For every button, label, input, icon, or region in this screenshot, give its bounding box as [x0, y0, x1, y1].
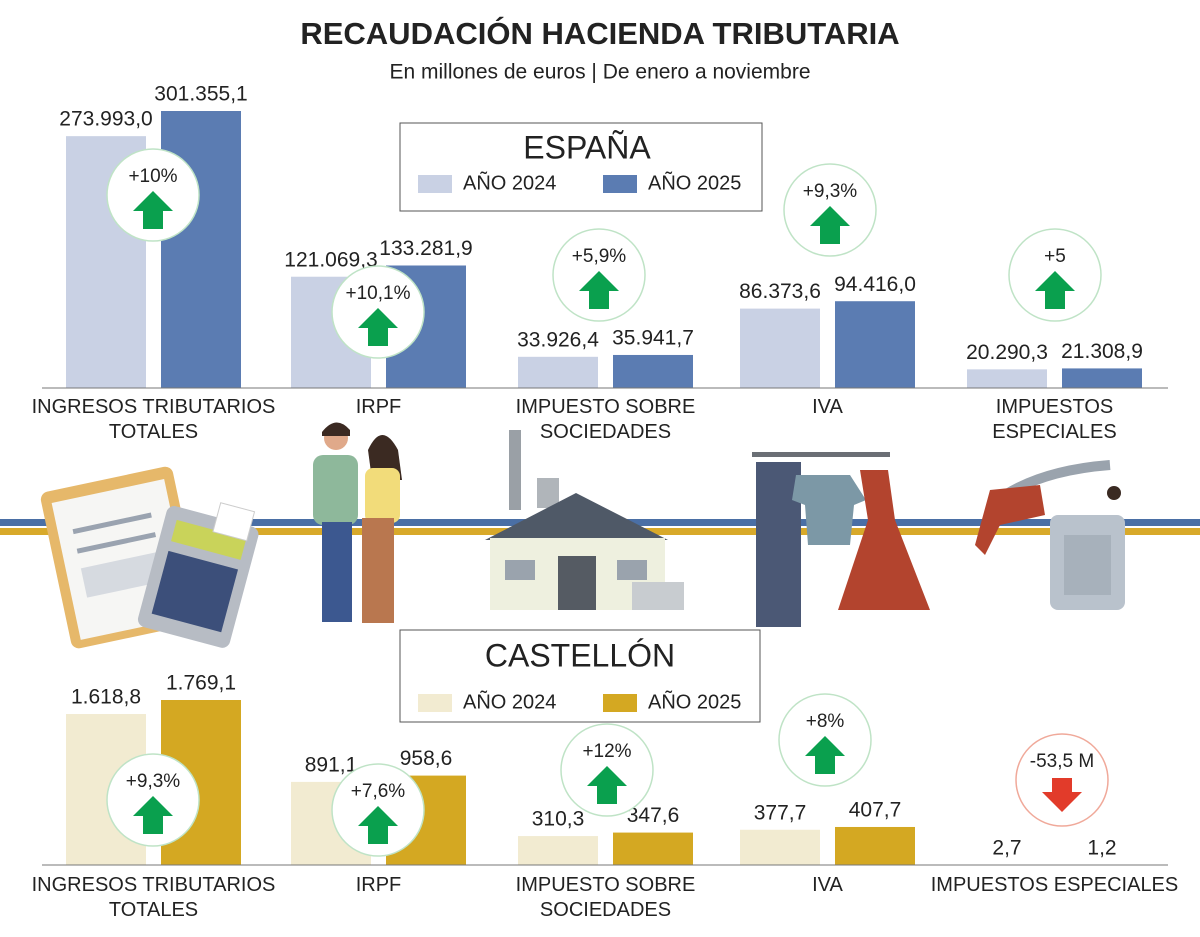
illustration-clipboard — [40, 466, 259, 649]
legend-title: ESPAÑA — [523, 129, 651, 165]
legend-swatch — [603, 175, 637, 193]
value-label: 20.290,3 — [966, 341, 1048, 364]
illustration-couple — [313, 422, 402, 623]
value-label: 2,7 — [992, 836, 1021, 859]
subtitle: En millones de euros | De enero a noviem… — [389, 61, 810, 84]
legend-label: AÑO 2024 — [463, 170, 556, 194]
legend-box — [399, 629, 761, 723]
change-label: -53,5 M — [1030, 751, 1094, 772]
change-arrow — [810, 206, 850, 244]
bar — [740, 308, 820, 388]
category-label: IMPUESTOS ESPECIALES — [992, 396, 1117, 443]
value-label: 1.769,1 — [166, 672, 236, 695]
change-arrow — [1035, 271, 1075, 309]
legend-title: CASTELLÓN — [485, 637, 675, 673]
category-line: IVA — [812, 874, 843, 896]
category-line: IMPUESTOS ESPECIALES — [931, 874, 1179, 896]
category-label: INGRESOS TRIBUTARIOS TOTALES — [32, 396, 276, 443]
category-line: SOCIEDADES — [540, 899, 671, 921]
bar — [161, 111, 241, 388]
legend-swatch — [418, 175, 452, 193]
category-line: TOTALES — [109, 899, 198, 921]
value-label: 1.618,8 — [71, 686, 141, 709]
change-label: +9,3% — [126, 771, 181, 792]
category-label: IVA — [812, 874, 843, 896]
value-label: 347,6 — [627, 804, 680, 827]
change-label: +7,6% — [351, 781, 406, 802]
category-line: IMPUESTOS — [996, 396, 1113, 418]
category-line: IVA — [812, 396, 843, 418]
value-label: 33.926,4 — [517, 328, 599, 351]
category-label: IMPUESTO SOBRE SOCIEDADES — [516, 874, 696, 921]
value-label: 121.069,3 — [284, 248, 377, 271]
change-label: +5,9% — [572, 246, 627, 267]
change-arrow — [579, 271, 619, 309]
illustration-factory — [485, 430, 684, 610]
value-label: 407,7 — [849, 799, 902, 822]
category-label: IMPUESTOS ESPECIALES — [931, 874, 1179, 896]
value-label: 891,1 — [305, 753, 358, 776]
change-label: +5 — [1044, 246, 1066, 267]
bar — [613, 354, 693, 388]
change-arrow — [587, 766, 627, 804]
value-label: 273.993,0 — [59, 108, 152, 131]
category-line: SOCIEDADES — [540, 421, 671, 443]
change-arrow — [358, 806, 398, 844]
category-line: IRPF — [356, 874, 402, 896]
legend-label: AÑO 2025 — [648, 170, 741, 194]
change-arrow — [358, 308, 398, 346]
category-label: IRPF — [356, 874, 402, 896]
legend-box — [399, 122, 763, 212]
change-arrow — [1042, 778, 1082, 812]
bar — [518, 836, 598, 865]
bar — [835, 301, 915, 388]
legend-swatch — [418, 694, 452, 712]
value-label: 1,2 — [1087, 836, 1116, 859]
change-arrow — [805, 736, 845, 774]
value-label: 310,3 — [532, 808, 585, 831]
change-label: +8% — [806, 711, 845, 732]
category-line: IMPUESTO SOBRE — [516, 874, 696, 896]
illustration-fuel — [975, 460, 1125, 610]
change-label: +12% — [582, 741, 631, 762]
category-line: IRPF — [356, 396, 402, 418]
category-label: INGRESOS TRIBUTARIOS TOTALES — [32, 874, 276, 921]
value-label: 86.373,6 — [739, 280, 821, 303]
category-label: IMPUESTO SOBRE SOCIEDADES — [516, 396, 696, 443]
value-label: 133.281,9 — [379, 237, 472, 260]
bar — [613, 832, 693, 865]
bar — [967, 369, 1047, 388]
legend-swatch — [603, 694, 637, 712]
change-label: +10,1% — [346, 283, 411, 304]
bar — [740, 829, 820, 865]
change-label: +10% — [128, 166, 177, 187]
bar — [518, 356, 598, 388]
legend-label: AÑO 2025 — [648, 689, 741, 713]
value-label: 377,7 — [754, 801, 807, 824]
category-label: IVA — [812, 396, 843, 418]
change-arrow — [133, 796, 173, 834]
legend-label: AÑO 2024 — [463, 689, 556, 713]
value-label: 35.941,7 — [612, 327, 694, 350]
value-label: 21.308,9 — [1061, 340, 1143, 363]
value-label: 94.416,0 — [834, 273, 916, 296]
change-arrow — [133, 191, 173, 229]
value-label: 958,6 — [400, 747, 453, 770]
bar — [1062, 368, 1142, 388]
category-line: INGRESOS TRIBUTARIOS — [32, 396, 276, 418]
category-line: INGRESOS TRIBUTARIOS — [32, 874, 276, 896]
bar — [835, 826, 915, 865]
change-label: +9,3% — [803, 181, 858, 202]
category-line: TOTALES — [109, 421, 198, 443]
value-label: 301.355,1 — [154, 83, 247, 106]
category-line: IMPUESTO SOBRE — [516, 396, 696, 418]
main-title: RECAUDACIÓN HACIENDA TRIBUTARIA — [300, 15, 899, 51]
illustration-clothes — [752, 452, 930, 627]
category-line: ESPECIALES — [992, 421, 1117, 443]
category-label: IRPF — [356, 396, 402, 418]
